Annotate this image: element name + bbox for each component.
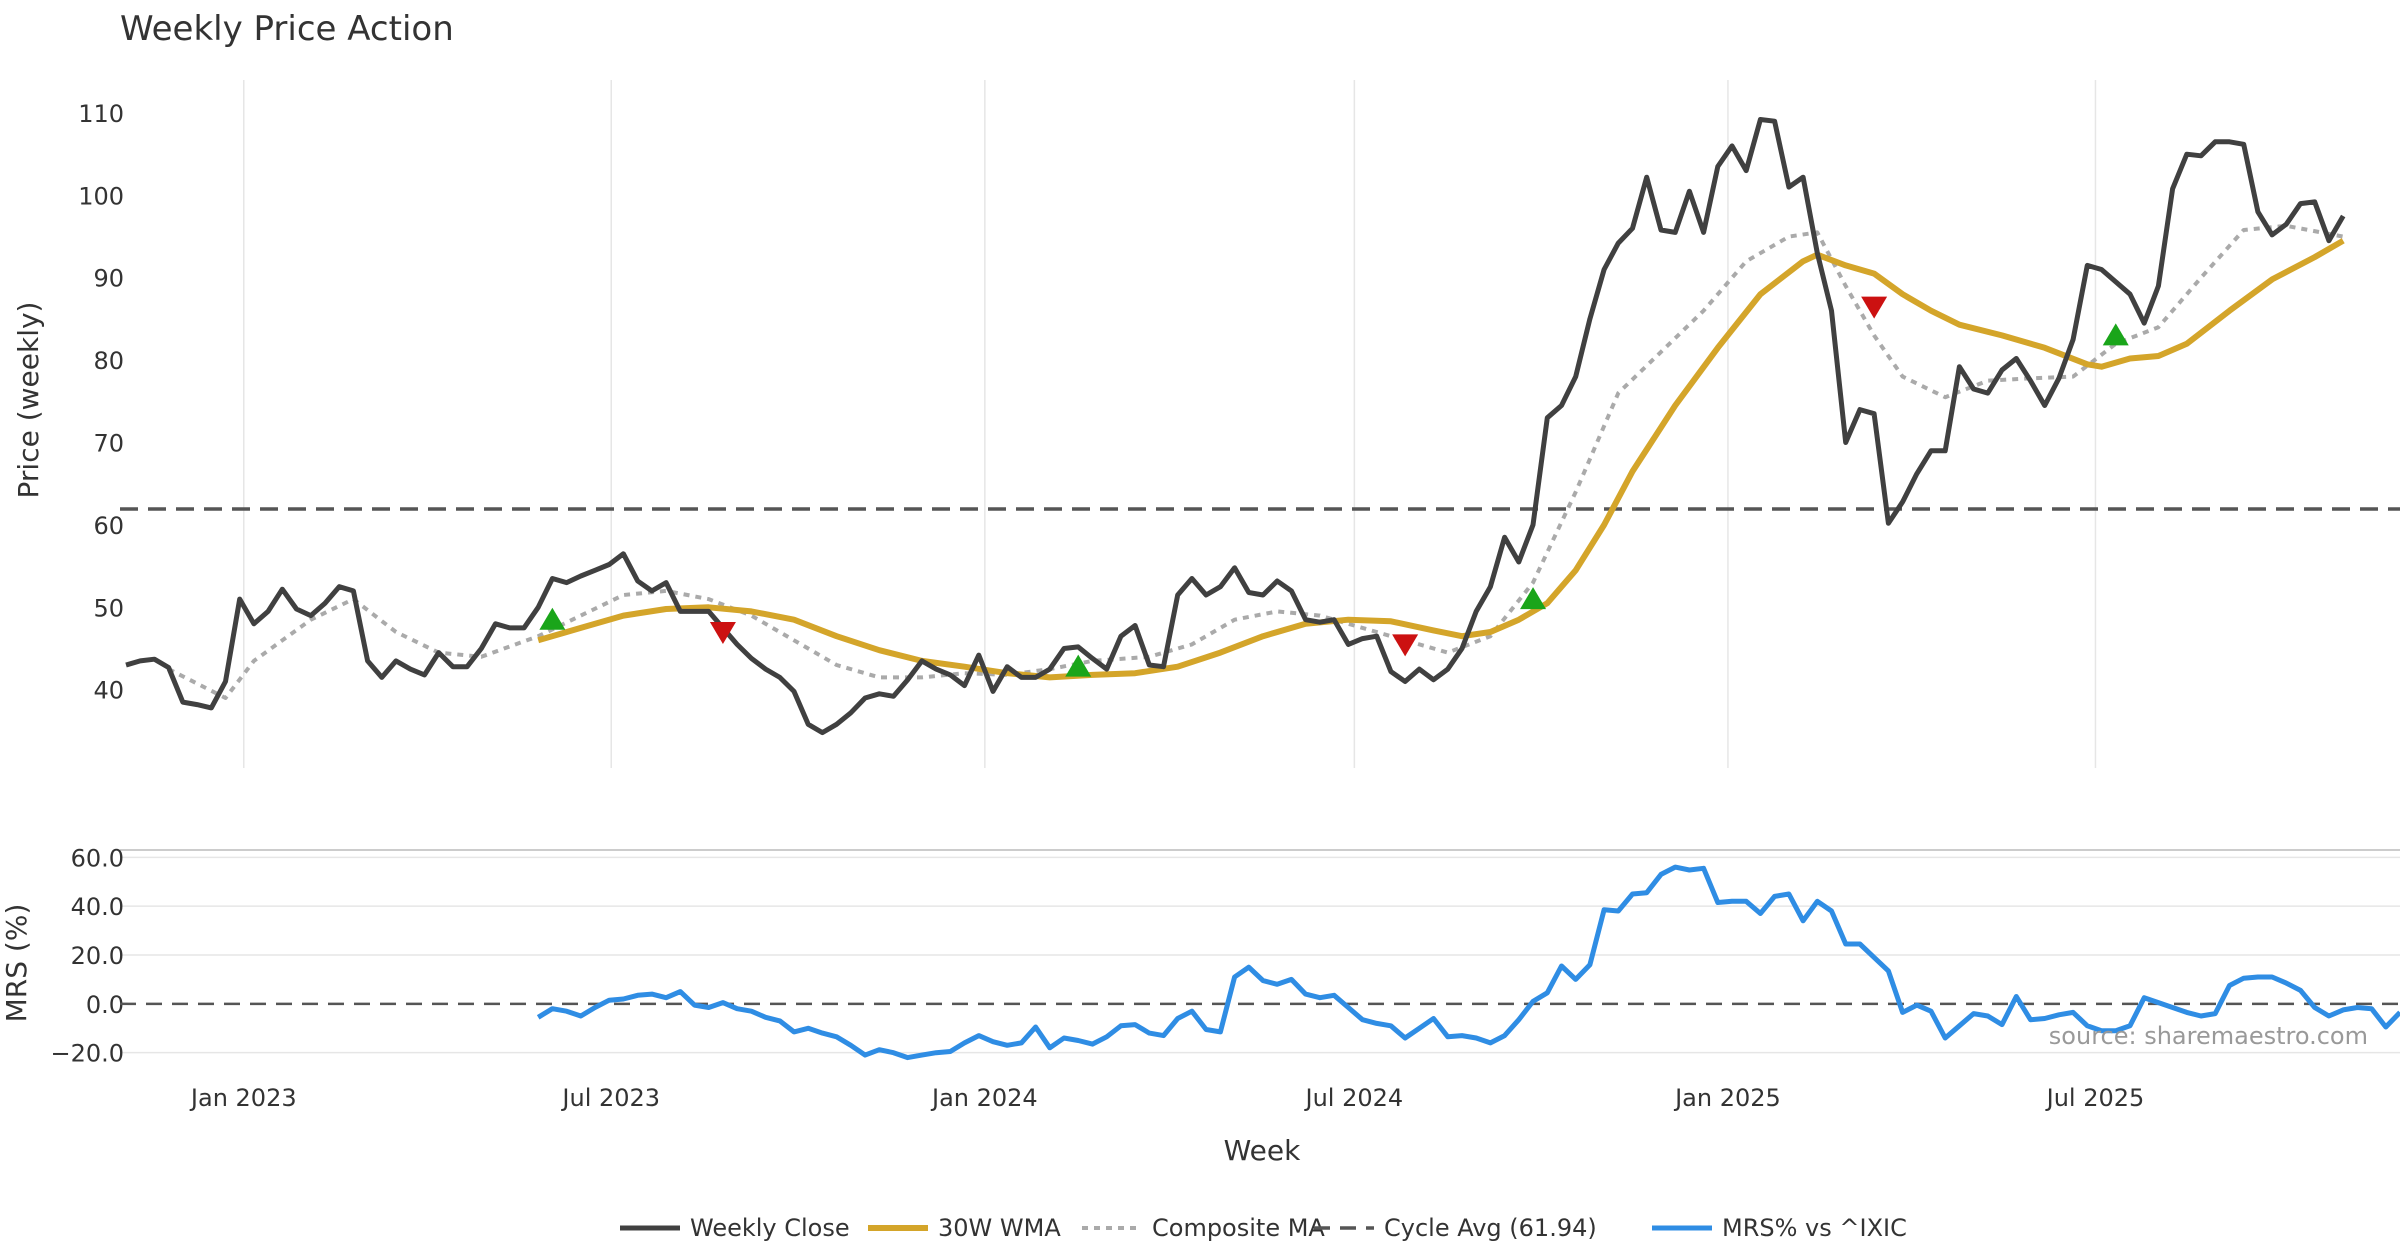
wma-30w-line: [537, 238, 2345, 681]
x-tick-jul-2023: Jul 2023: [560, 1084, 660, 1112]
x-tick-labels: Jan 2023 Jul 2023 Jan 2024 Jul 2024 Jan 2025…: [189, 1084, 2144, 1112]
mrs-y-tick-0: −20.0: [50, 1040, 124, 1068]
mrs-line: [536, 864, 2400, 1061]
mrs-gridlines: [120, 856, 2400, 1054]
mrs-panel: −20.0 0.0 20.0 40.0 60.0 MRS (%) source: sha…: [0, 844, 2400, 1068]
x-tick-jul-2024: Jul 2024: [1304, 1084, 1404, 1112]
legend-item-mrs-vs-ixic: MRS% vs ^IXIC: [1652, 1214, 1907, 1242]
mrs-y-tick-2: 20.0: [71, 942, 124, 970]
price-y-tick-40: 40: [93, 677, 124, 705]
buy-signal-0: [539, 607, 566, 630]
price-gridlines: [243, 80, 2097, 768]
legend-label-2: Composite MA: [1152, 1214, 1325, 1242]
mrs-y-tick-4: 60.0: [71, 844, 124, 872]
price-y-tick-70: 70: [93, 430, 124, 458]
x-tick-jan-2023: Jan 2023: [189, 1084, 297, 1112]
price-y-axis-label: Price (weekly): [12, 302, 45, 499]
source-label: source: sharemaestro.com: [2049, 1022, 2368, 1050]
price-panel: 40 50 60 70 80 90 100 110 Price (weekly): [12, 80, 2400, 768]
x-tick-jan-2024: Jan 2024: [930, 1084, 1038, 1112]
legend-label-0: Weekly Close: [690, 1214, 850, 1242]
x-tick-jul-2025: Jul 2025: [2045, 1084, 2145, 1112]
legend-item-weekly-close: Weekly Close: [620, 1214, 850, 1242]
price-y-tick-90: 90: [93, 265, 124, 293]
legend-item-composite-ma: Composite MA: [1082, 1214, 1325, 1242]
legend-label-1: 30W WMA: [938, 1214, 1061, 1242]
weekly-close-line: [125, 117, 2346, 736]
legend-item-30w-wma: 30W WMA: [868, 1214, 1061, 1242]
price-y-tick-80: 80: [93, 347, 124, 375]
sell-signal-0: [709, 622, 736, 645]
x-axis-label: Week: [1224, 1134, 1301, 1167]
price-y-tick-labels: 40 50 60 70 80 90 100 110: [78, 100, 124, 705]
legend: Weekly Close 30W WMA Composite MA Cycle Avg…: [620, 1214, 1907, 1242]
mrs-y-axis-label: MRS (%): [0, 904, 33, 1023]
signal-markers: [539, 296, 2129, 677]
buy-signal-1: [1065, 654, 1092, 677]
sell-signal-2: [1861, 296, 1888, 319]
buy-signal-3: [2102, 323, 2129, 346]
sell-signal-1: [1392, 634, 1419, 657]
buy-signal-2: [1520, 587, 1547, 610]
price-y-tick-60: 60: [93, 512, 124, 540]
chart-title: Weekly Price Action: [120, 9, 454, 49]
price-y-tick-100: 100: [78, 182, 124, 210]
mrs-y-tick-1: 0.0: [86, 991, 124, 1019]
mrs-y-tick-3: 40.0: [71, 893, 124, 921]
mrs-y-tick-labels: −20.0 0.0 20.0 40.0 60.0: [50, 844, 124, 1067]
price-y-tick-110: 110: [78, 100, 124, 128]
x-tick-jan-2025: Jan 2025: [1673, 1084, 1781, 1112]
legend-label-4: MRS% vs ^IXIC: [1722, 1214, 1907, 1242]
price-y-tick-50: 50: [93, 594, 124, 622]
legend-item-cycle-avg-61-94: Cycle Avg (61.94): [1314, 1214, 1597, 1242]
legend-label-3: Cycle Avg (61.94): [1384, 1214, 1597, 1242]
